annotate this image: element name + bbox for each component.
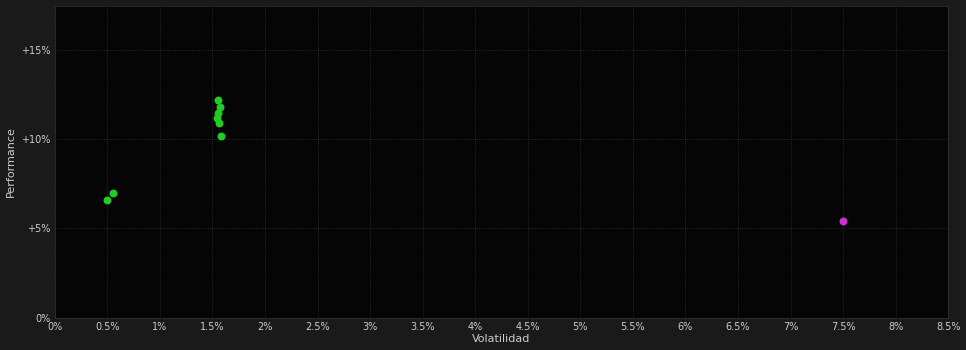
- Point: [213, 133, 229, 139]
- Point: [210, 110, 225, 115]
- Point: [99, 197, 115, 203]
- Point: [836, 218, 851, 224]
- Y-axis label: Performance: Performance: [6, 126, 15, 197]
- Point: [213, 104, 228, 110]
- Point: [105, 190, 121, 196]
- X-axis label: Volatilidad: Volatilidad: [472, 335, 530, 344]
- Point: [210, 97, 225, 103]
- Point: [209, 115, 224, 121]
- Point: [211, 120, 226, 126]
